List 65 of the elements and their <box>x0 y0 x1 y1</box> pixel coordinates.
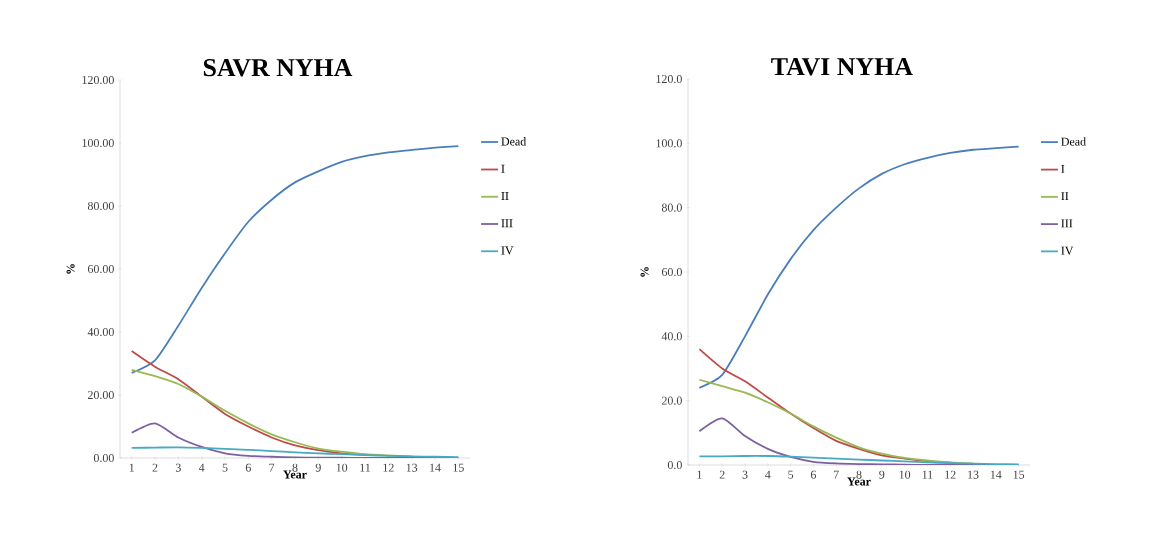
line-series <box>130 446 460 458</box>
x-tick-label: 15 <box>453 463 464 472</box>
x-tick-label: 11 <box>360 463 371 472</box>
x-tick-label: 8 <box>292 463 298 472</box>
y-tick-label: 0.0 <box>667 460 682 470</box>
x-tick-label: 8 <box>856 470 862 479</box>
y-tick-label: 60.0 <box>661 267 682 277</box>
y-tick-label: 100.0 <box>656 139 682 148</box>
x-tick-label: 3 <box>175 463 181 472</box>
legend-label: II <box>501 192 509 200</box>
x-tick-label: 13 <box>968 470 979 479</box>
x-tick-label: 6 <box>245 463 251 472</box>
x-tick-label: 9 <box>315 463 321 472</box>
x-tick-label: 10 <box>336 463 348 472</box>
legend-label: I <box>1061 164 1065 173</box>
x-tick-label: 12 <box>383 463 394 472</box>
line-series <box>130 145 460 374</box>
x-tick-label: 14 <box>990 470 1002 479</box>
y-tick-label: 80.0 <box>661 203 682 212</box>
chart-title: TAVI NYHA <box>771 58 913 76</box>
x-axis-title: Year <box>283 470 307 479</box>
legend-label: II <box>1061 192 1069 201</box>
y-tick-label: 40.0 <box>661 332 682 341</box>
x-axis-title: Year <box>847 477 871 486</box>
x-tick-label: 5 <box>222 463 228 472</box>
x-tick-label: 4 <box>198 463 205 472</box>
y-tick-label: 120.0 <box>656 74 682 84</box>
x-tick-label: 13 <box>406 463 418 472</box>
x-tick-label: 1 <box>129 463 134 472</box>
x-tick-label: 5 <box>788 470 794 479</box>
line-series <box>698 455 1020 465</box>
legend-label: IV <box>501 246 514 255</box>
y-tick-label: 40.00 <box>87 327 114 337</box>
y-tick-label: 60.00 <box>87 264 114 274</box>
x-tick-label: 10 <box>899 470 911 479</box>
legend-label: III <box>501 219 513 228</box>
x-tick-label: 14 <box>430 463 441 472</box>
x-tick-label: 15 <box>1013 470 1025 479</box>
y-tick-label: 100.00 <box>82 138 114 148</box>
x-tick-label: 1 <box>697 470 702 479</box>
y-axis-title: % <box>640 267 649 277</box>
y-axis-title: % <box>66 264 75 274</box>
legend-label: III <box>1061 219 1073 228</box>
x-tick-label: 2 <box>719 470 725 479</box>
chart-title: SAVR NYHA <box>203 58 353 77</box>
y-tick-label: 80.00 <box>87 201 114 211</box>
y-tick-label: 0.00 <box>93 453 114 463</box>
line-series <box>698 145 1020 389</box>
y-tick-label: 20.0 <box>661 396 682 405</box>
x-tick-label: 12 <box>945 470 956 479</box>
y-tick-label: 120.00 <box>82 75 114 85</box>
x-tick-label: 2 <box>152 463 158 472</box>
x-tick-label: 11 <box>922 470 933 479</box>
x-tick-label: 3 <box>742 470 748 479</box>
legend-label: Dead <box>501 137 527 146</box>
x-tick-label: 9 <box>879 470 885 479</box>
legend-label: Dead <box>1061 137 1086 146</box>
line-series <box>698 378 974 465</box>
x-tick-label: 6 <box>810 470 817 479</box>
y-tick-label: 20.00 <box>87 390 114 400</box>
legend-label: IV <box>1061 246 1074 255</box>
legend-label: I <box>501 164 505 173</box>
x-tick-label: 7 <box>269 463 275 472</box>
x-tick-label: 7 <box>834 470 839 479</box>
x-tick-label: 4 <box>765 470 771 479</box>
